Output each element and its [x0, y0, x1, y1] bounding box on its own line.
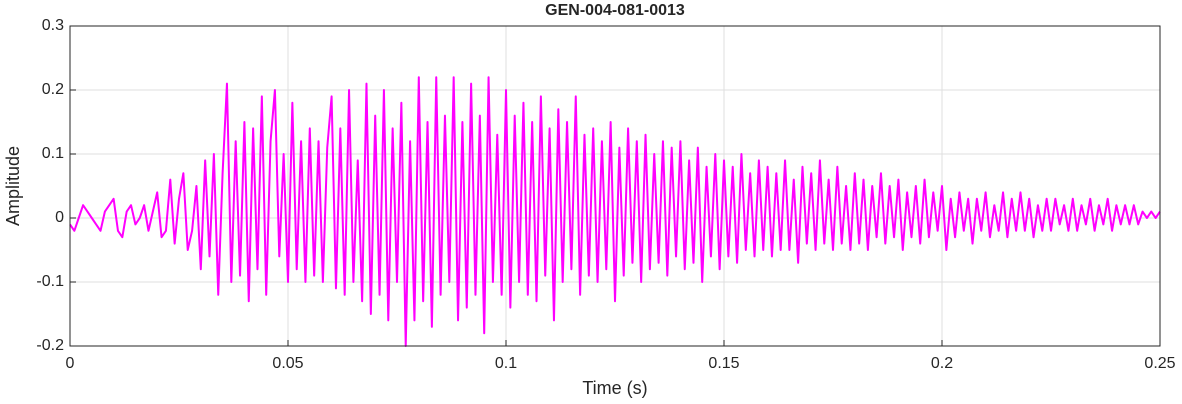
- x-tick-label: 0.15: [708, 355, 739, 372]
- x-tick-label: 0: [66, 355, 75, 372]
- signal-line: [69, 76, 1161, 347]
- x-tick-label: 0.05: [272, 355, 303, 372]
- x-axis-label: Time (s): [582, 378, 647, 398]
- y-tick-label: 0.2: [42, 81, 64, 98]
- y-tick-label: 0: [55, 209, 64, 226]
- plot-frame: [69, 25, 1161, 347]
- y-tick-label: 0.3: [42, 17, 64, 34]
- x-tick-label: 0.25: [1144, 355, 1175, 372]
- y-tick-label: 0.1: [42, 145, 64, 162]
- chart-title: GEN-004-081-0013: [545, 2, 685, 19]
- x-tick-label: 0.1: [495, 355, 517, 372]
- x-tick-label: 0.2: [931, 355, 953, 372]
- y-tick-label: -0.2: [36, 337, 64, 354]
- y-axis-label: Amplitude: [3, 146, 23, 226]
- y-tick-label: -0.1: [36, 273, 64, 290]
